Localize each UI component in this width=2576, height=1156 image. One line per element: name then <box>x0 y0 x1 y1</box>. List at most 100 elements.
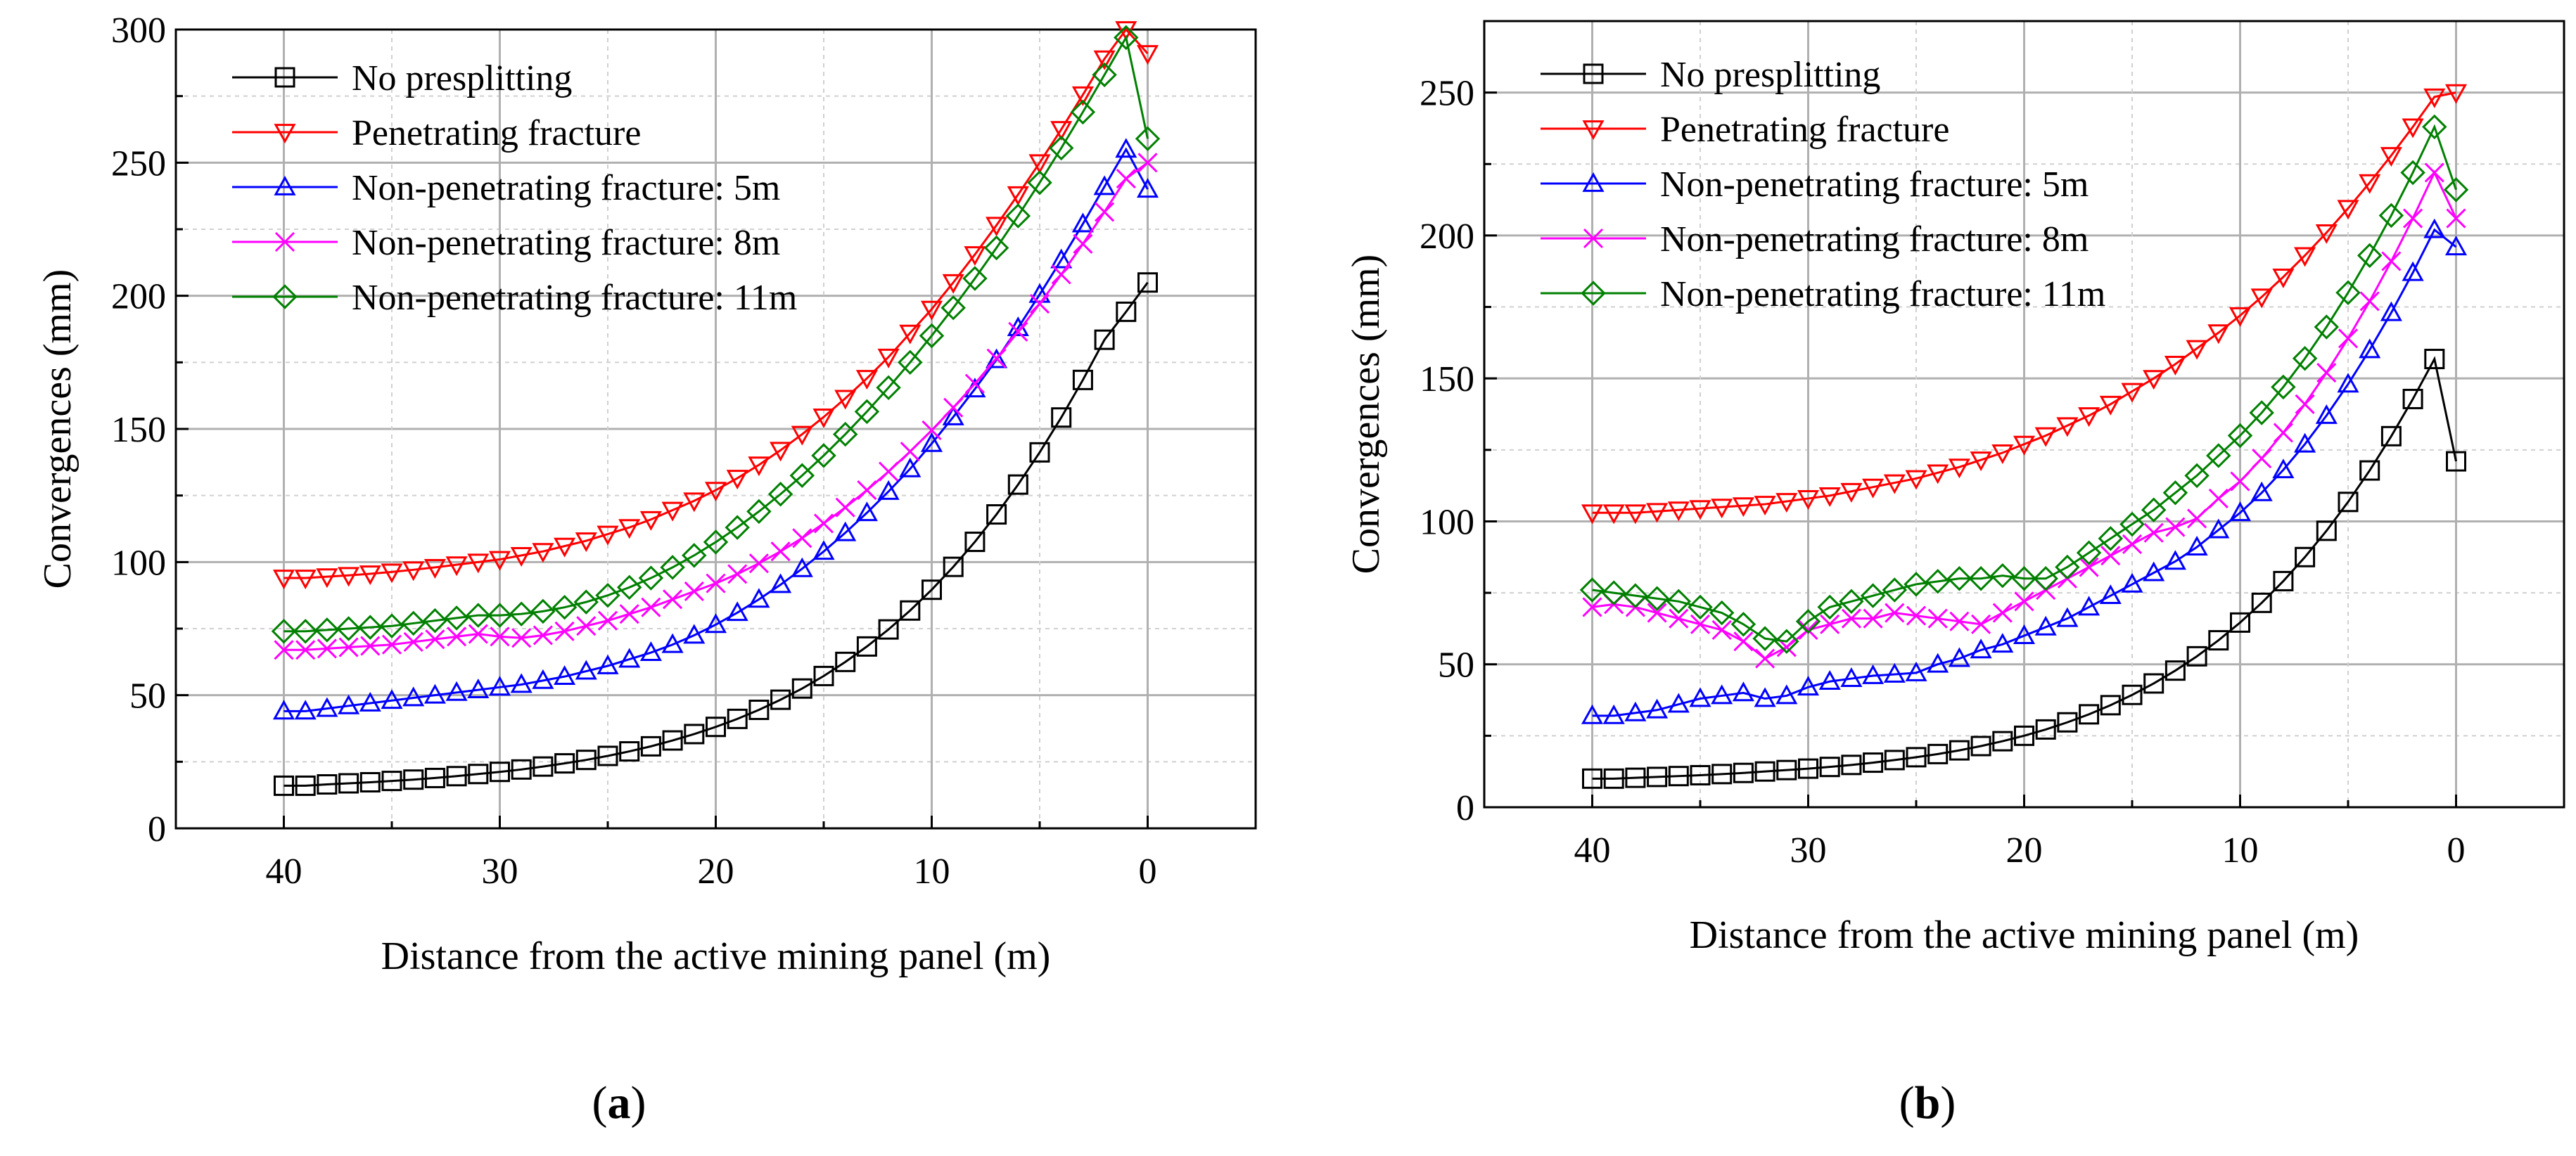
marker-square <box>424 767 445 788</box>
marker-triangle-down <box>1970 451 1992 472</box>
marker-square <box>619 741 640 762</box>
marker-triangle-up <box>1071 212 1094 233</box>
marker-triangle-down <box>2359 174 2381 194</box>
marker-diamond <box>1882 577 1908 603</box>
grid <box>1484 20 2565 809</box>
marker-x <box>879 461 899 482</box>
legend-label: Non-penetrating fracture: 8m <box>1660 219 2089 259</box>
marker-triangle-up <box>2013 624 2036 644</box>
marker-triangle-down <box>2402 118 2424 139</box>
marker-diamond <box>1092 62 1117 88</box>
y-tick-label: 300 <box>111 11 166 51</box>
marker-square <box>1733 762 1754 783</box>
marker-triangle-up <box>899 457 922 477</box>
marker-triangle-up <box>661 633 684 653</box>
series-1 <box>1581 84 2468 525</box>
marker-triangle-down <box>1581 504 1604 525</box>
marker-x <box>511 628 532 648</box>
marker-triangle-down <box>316 568 338 589</box>
marker-square <box>2014 725 2034 746</box>
marker-triangle-up <box>554 665 576 686</box>
marker-triangle-up <box>445 681 468 701</box>
legend-item: No presplitting <box>232 58 572 98</box>
marker-x <box>381 634 402 655</box>
marker-diamond <box>746 499 772 525</box>
marker-x <box>2143 522 2164 543</box>
marker-x <box>2338 328 2359 349</box>
marker-diamond <box>616 574 642 601</box>
marker-triangle-down <box>294 570 317 590</box>
marker-diamond <box>1135 126 1161 151</box>
marker-diamond <box>2227 423 2253 449</box>
marker-triangle-up <box>791 557 813 577</box>
marker-triangle-up <box>597 654 619 674</box>
marker-diamond <box>767 482 793 507</box>
x-axis-title: Distance from the active mining panel (m… <box>381 935 1051 978</box>
marker-triangle-down <box>2250 288 2273 309</box>
marker-triangle-up <box>2380 301 2402 321</box>
marker-diamond <box>703 529 729 555</box>
marker-triangle-down <box>683 492 706 513</box>
marker-x <box>1949 611 1970 631</box>
marker-triangle-down <box>1775 493 1798 513</box>
marker-triangle-down <box>510 546 533 567</box>
marker-diamond <box>1774 629 1799 654</box>
marker-x <box>2100 546 2121 566</box>
marker-x <box>2403 208 2423 229</box>
legend-label: Non-penetrating fracture: 5m <box>1660 165 2089 205</box>
marker-square <box>1863 752 1884 773</box>
legend-label: Penetrating fracture <box>352 113 641 153</box>
marker-diamond <box>2076 540 2102 565</box>
marker-triangle-up <box>1991 633 2014 653</box>
marker-square <box>1116 301 1137 322</box>
marker-diamond <box>638 565 664 591</box>
x-tick-label: 40 <box>1574 830 1611 871</box>
marker-diamond <box>2292 346 2318 371</box>
marker-triangle-up <box>1028 283 1051 303</box>
y-tick-label: 250 <box>1420 74 1474 114</box>
marker-diamond <box>1817 594 1842 620</box>
y-tick-label: 250 <box>111 143 166 184</box>
marker-triangle-down <box>1582 120 1605 141</box>
x-tick-label: 10 <box>2222 830 2259 871</box>
marker-x <box>727 564 748 584</box>
series-line <box>283 27 1149 579</box>
marker-square <box>468 764 489 785</box>
marker-diamond <box>2314 314 2340 340</box>
legend: No presplitting Penetrating fracture Non-p… <box>1541 55 2105 314</box>
marker-x <box>1073 233 1093 254</box>
marker-triangle-up <box>2402 261 2424 281</box>
marker-square <box>1949 740 1970 761</box>
marker-square <box>2186 646 2207 667</box>
marker-square <box>835 651 856 672</box>
marker-diamond <box>2162 480 2188 506</box>
legend-label: No presplitting <box>1660 55 1880 95</box>
marker-square <box>2122 684 2143 705</box>
marker-triangle-down <box>402 561 425 582</box>
marker-triangle-up <box>2337 373 2359 393</box>
marker-triangle-up <box>1689 687 1711 707</box>
marker-triangle-up <box>2294 432 2316 453</box>
marker-diamond <box>2443 177 2469 203</box>
marker-square <box>533 756 554 777</box>
marker-triangle-down <box>1689 500 1711 520</box>
marker-triangle-down <box>1028 154 1051 174</box>
marker-diamond <box>1709 600 1735 626</box>
x-axis-title: Distance from the active mining panel (m… <box>1690 913 2359 957</box>
marker-triangle-down <box>2164 355 2186 375</box>
marker-diamond <box>1730 612 1756 637</box>
marker-x <box>2122 534 2143 555</box>
marker-square <box>575 750 597 771</box>
marker-diamond <box>1601 580 1626 605</box>
legend-label: Penetrating fracture <box>1660 110 1949 150</box>
marker-x <box>2295 394 2315 414</box>
marker-diamond <box>509 601 534 627</box>
marker-diamond <box>1904 572 1929 597</box>
marker-x <box>1647 603 1667 623</box>
marker-triangle-down <box>2337 200 2359 220</box>
marker-x <box>2252 448 2272 469</box>
marker-diamond <box>898 349 923 375</box>
marker-diamond <box>1027 170 1052 195</box>
marker-triangle-up <box>1646 698 1669 719</box>
marker-x <box>1116 168 1136 189</box>
